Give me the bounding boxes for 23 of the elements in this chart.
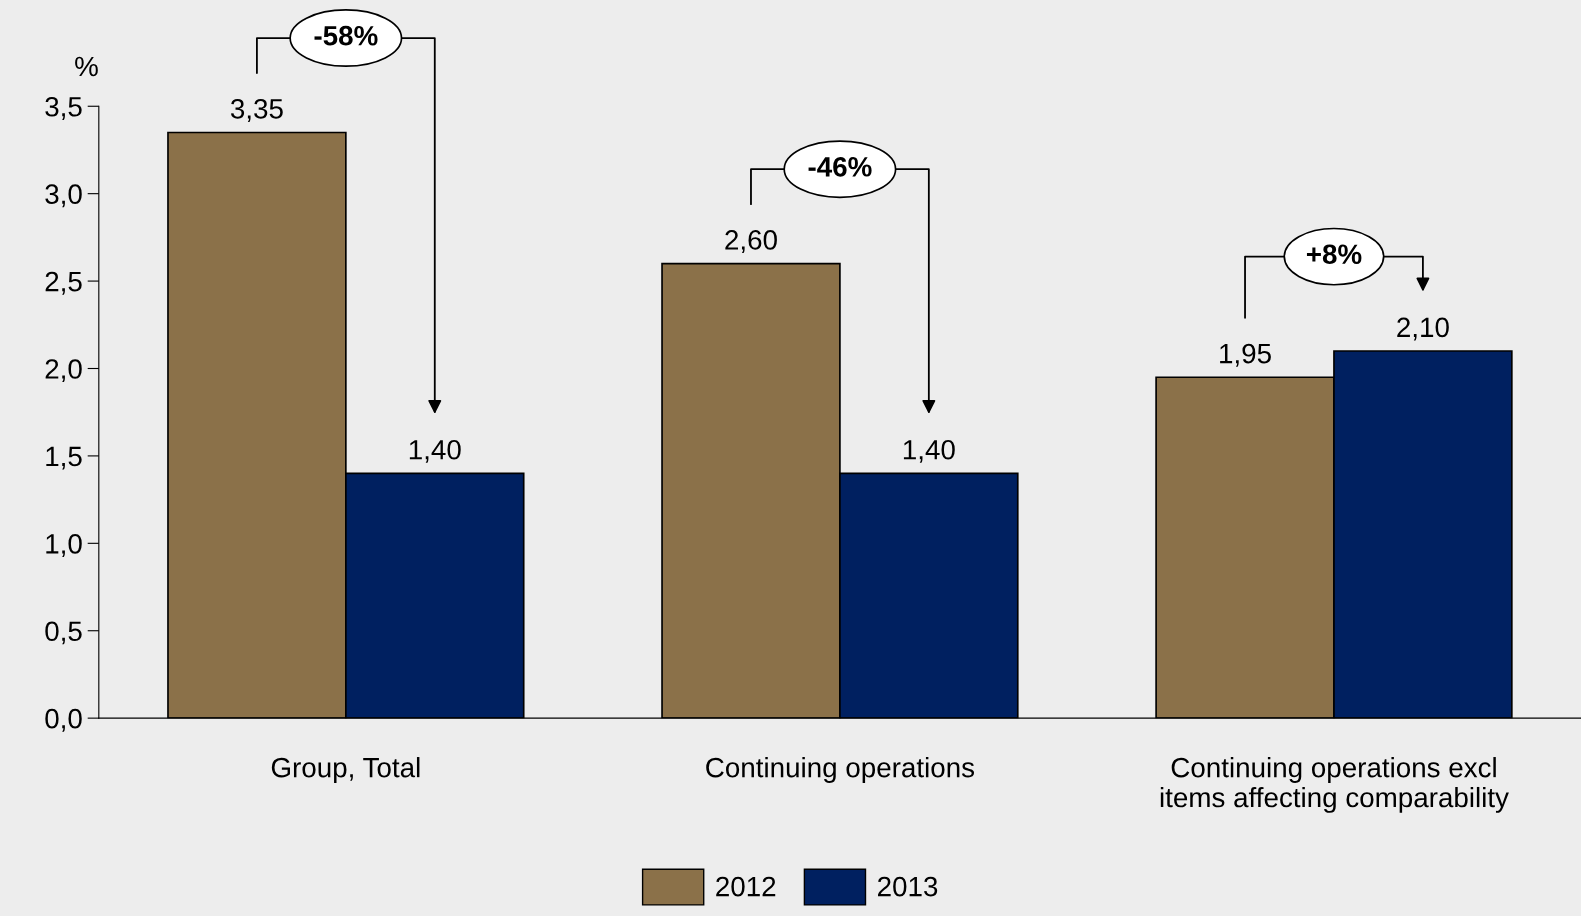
y-tick-label: 2,5 [45, 271, 82, 295]
data-label: 2,60 [725, 230, 777, 254]
y-tick-label: 3,0 [45, 184, 82, 208]
x-tick-label: Continuing operations excl items affecting comparability [1160, 757, 1509, 813]
data-label: 1,40 [903, 439, 955, 463]
text: -58% [314, 25, 378, 46]
data-label: 1,95 [1220, 343, 1271, 367]
y-tick-label: 0,5 [45, 621, 82, 645]
legend-label: 2013 [878, 876, 938, 897]
annotation: -46% [808, 156, 872, 177]
y-axis-title: % [75, 56, 98, 77]
data-label: 2,10 [1397, 317, 1449, 341]
legend-label: 2012 [716, 876, 776, 897]
y-tick-label: 2,0 [45, 359, 82, 383]
x-tick-label: Continuing operations [706, 757, 975, 783]
y-tick-label: 0,0 [45, 708, 82, 732]
y-tick-label: 3,5 [45, 96, 82, 120]
data-label: 3,35 [230, 98, 283, 122]
y-tick-label: 1,5 [46, 446, 82, 470]
data-label: 1,40 [409, 439, 461, 463]
annotation: +8% [1306, 244, 1362, 265]
y-tick-label: 1,0 [46, 533, 82, 557]
x-tick-label: Group, Total [271, 757, 420, 783]
